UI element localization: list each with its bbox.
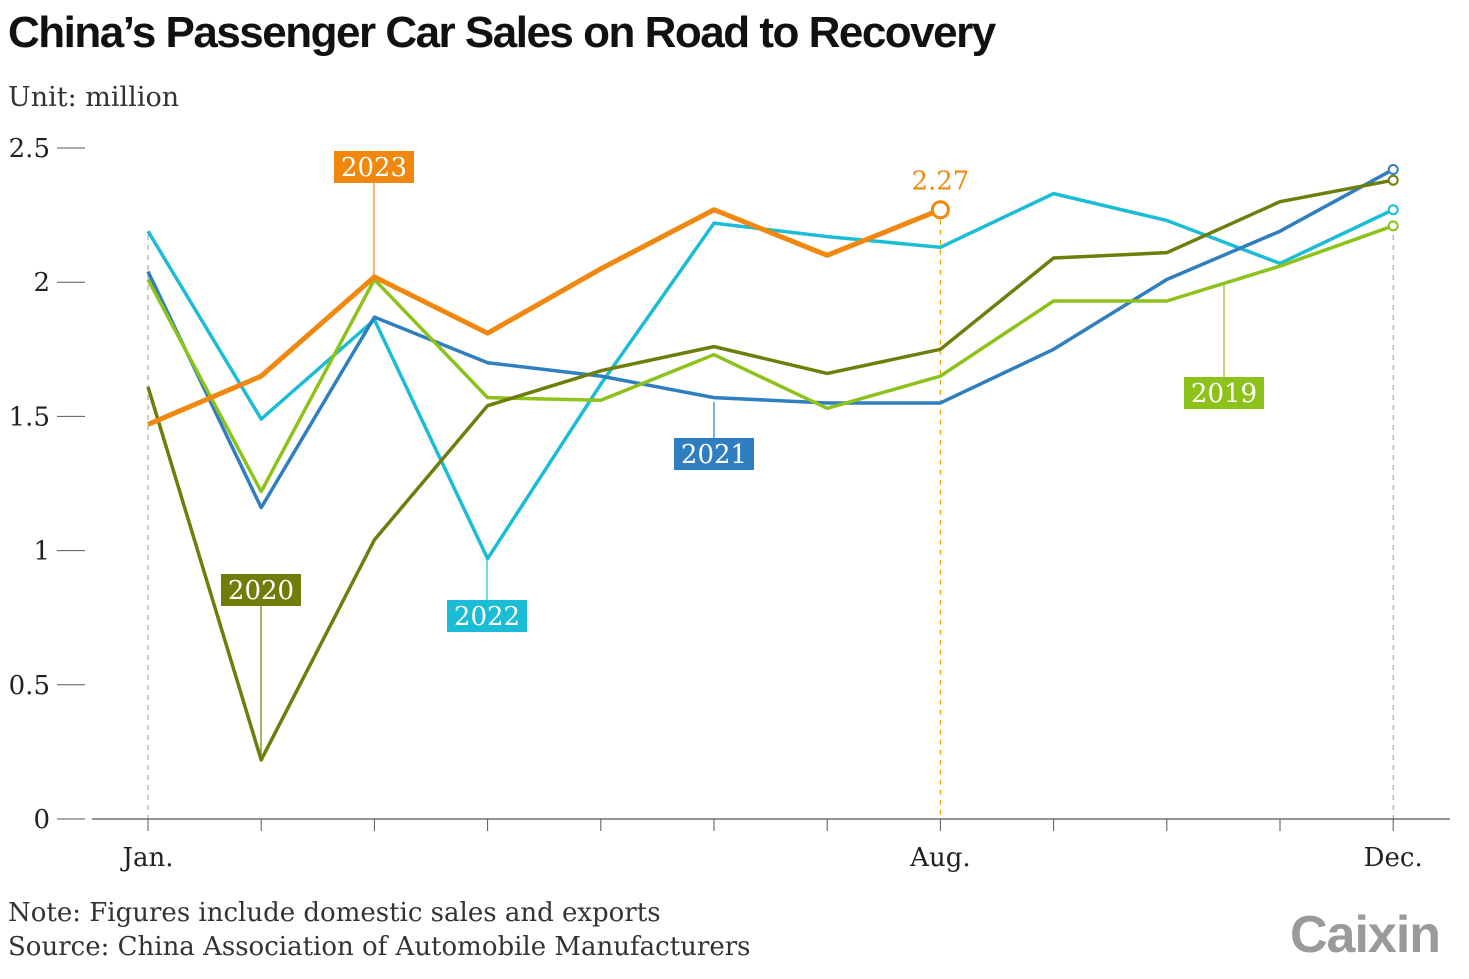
series-label-2020: 2020 bbox=[228, 576, 294, 606]
x-tick-label: Aug. bbox=[909, 843, 970, 873]
y-tick-label: 2.5 bbox=[9, 134, 50, 164]
x-tick-label: Dec. bbox=[1364, 843, 1423, 873]
series-label-2019: 2019 bbox=[1191, 379, 1257, 409]
series-line-2021 bbox=[146, 167, 1395, 510]
y-tick-label: 0.5 bbox=[9, 671, 50, 701]
series-line-2020 bbox=[146, 178, 1394, 762]
series-label-box-2022 bbox=[447, 600, 527, 632]
series-label-2021: 2021 bbox=[681, 440, 747, 470]
end-marker-2019 bbox=[1387, 220, 1399, 232]
end-marker-2020 bbox=[1387, 174, 1399, 186]
series-line-2022 bbox=[146, 191, 1394, 561]
source: Source: China Association of Automobile … bbox=[8, 932, 751, 962]
series-label-box-2021 bbox=[674, 438, 754, 470]
value-annotation: 2.27 bbox=[911, 167, 969, 197]
series-label-box-2020 bbox=[221, 574, 301, 606]
chart-title: China’s Passenger Car Sales on Road to R… bbox=[8, 8, 996, 57]
end-marker-2023 bbox=[930, 200, 950, 220]
end-marker-2021 bbox=[1387, 163, 1399, 175]
y-tick-label: 1 bbox=[33, 537, 50, 567]
note: Note: Figures include domestic sales and… bbox=[8, 898, 661, 928]
series-label-2023: 2023 bbox=[341, 153, 407, 183]
series-line-2023 bbox=[147, 207, 942, 427]
y-tick-label: 2 bbox=[33, 268, 50, 298]
series-label-box-2023 bbox=[334, 151, 414, 183]
caixin-logo: Caixin bbox=[1290, 906, 1441, 964]
y-tick-label: 1.5 bbox=[9, 402, 50, 432]
series-line-2019 bbox=[146, 224, 1394, 494]
end-marker-2022 bbox=[1387, 204, 1399, 216]
series-label-2022: 2022 bbox=[454, 602, 520, 632]
y-tick-label: 0 bbox=[33, 805, 50, 835]
series-label-box-2019 bbox=[1184, 377, 1264, 409]
unit-label: Unit: million bbox=[8, 82, 180, 113]
x-tick-label: Jan. bbox=[120, 843, 174, 873]
